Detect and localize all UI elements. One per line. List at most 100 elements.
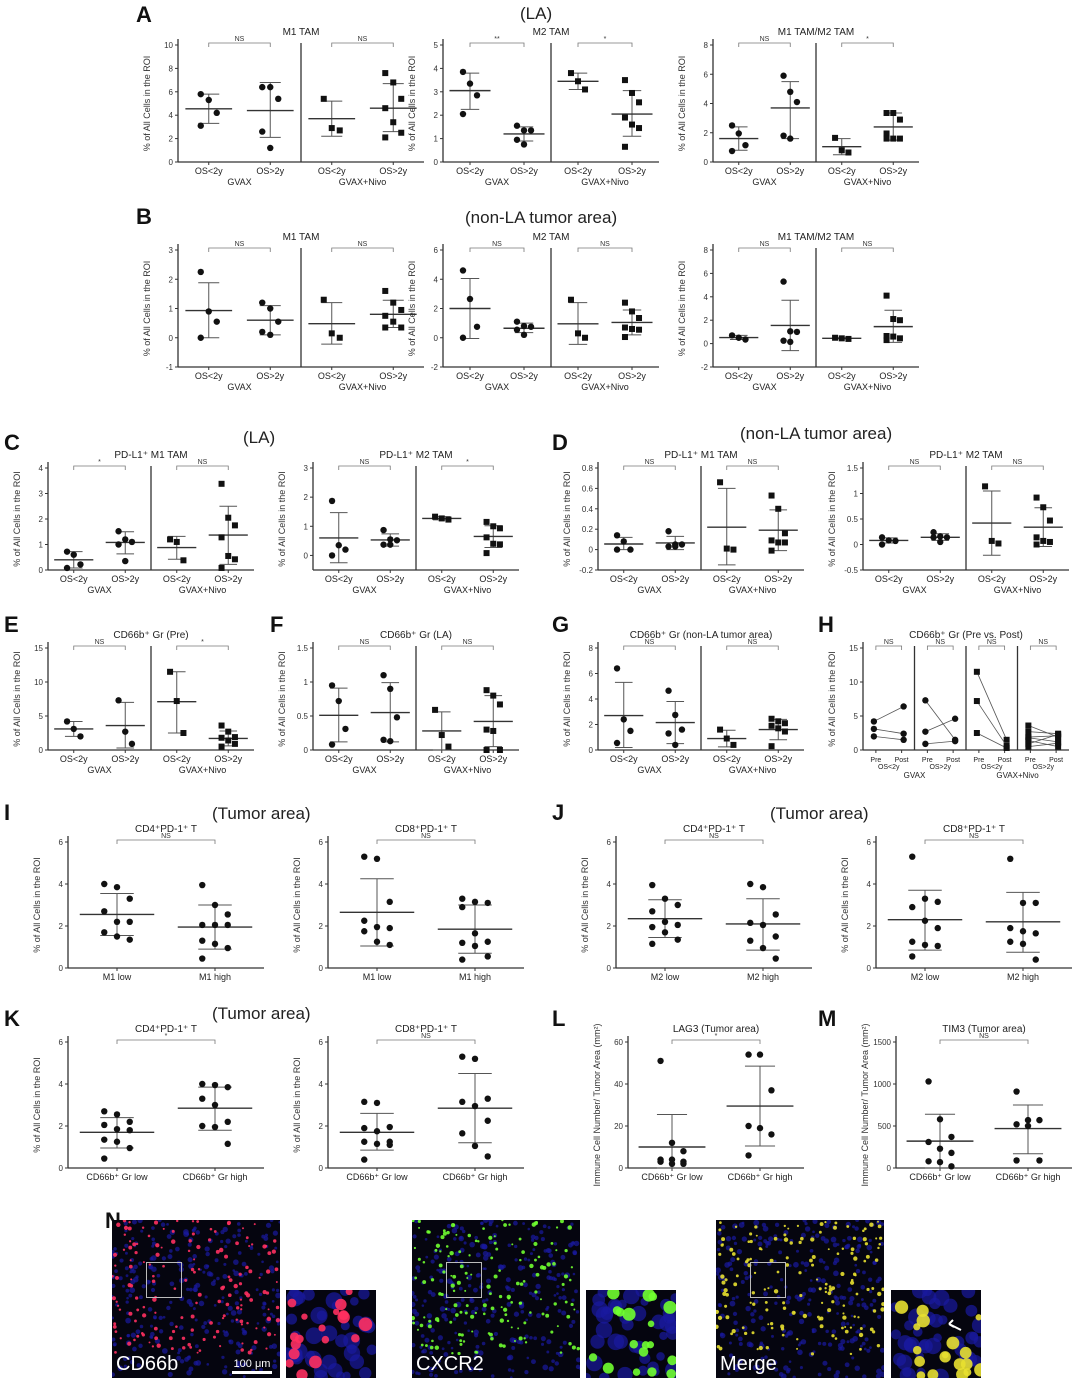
data-point-circle (380, 672, 387, 679)
significance-bracket (577, 42, 633, 47)
y-tick-label: 0 (434, 158, 439, 167)
data-point-square (768, 722, 775, 729)
panel-letter-j: J (552, 800, 565, 825)
y-tick-label: 6 (59, 838, 64, 847)
data-point-circle (361, 1124, 368, 1132)
data-point-circle (620, 716, 627, 723)
section-title: (Tumor area) (770, 804, 869, 823)
y-axis-label: % of All Cells in the ROI (677, 261, 687, 357)
data-point-circle (672, 741, 679, 749)
data-point-square (567, 70, 574, 77)
section-title: (non-LA tumor area) (465, 208, 618, 227)
significance-bracket (116, 1039, 216, 1044)
data-point-circle (613, 546, 621, 553)
data-point-circle (674, 901, 681, 909)
chart-title: CD4⁺PD-1⁺ T (135, 1024, 197, 1035)
section-title: (Tumor area) (212, 1004, 311, 1023)
data-point-circle (387, 685, 394, 692)
y-tick-label: 0 (704, 158, 709, 167)
data-point-square (575, 78, 581, 85)
y-tick-label: 0.5 (297, 712, 309, 721)
panel-letter-f: F (270, 612, 284, 637)
chart-title: CD8⁺PD-1⁺ T (395, 1024, 457, 1035)
chart-title: CD8⁺PD-1⁺ T (395, 824, 457, 835)
y-tick-label: 8 (169, 64, 174, 73)
data-point-square (382, 312, 389, 319)
x-tick-label: OS<2y (978, 574, 1006, 584)
x-tick-label: CD66b⁺ Gr high (183, 1172, 248, 1182)
data-point-square (717, 726, 724, 733)
chart-title: PD-L1⁺ M2 TAM (379, 450, 452, 461)
significance-label: * (165, 1033, 168, 1040)
data-point-circle (728, 147, 736, 155)
y-tick-label: 0.2 (582, 525, 594, 534)
data-point-square (775, 539, 782, 546)
data-point-circle (459, 939, 466, 946)
chart-l: LAG3 (Tumor area) Immune Cell Number/ Tum… (590, 1022, 810, 1197)
data-point-square (845, 149, 852, 156)
y-tick-label: 2 (704, 316, 709, 325)
y-axis-label: % of All Cells in the ROI (277, 651, 287, 747)
data-point-square (1040, 537, 1047, 544)
y-tick-label: -0.5 (844, 566, 858, 575)
x-tick-label: CD66b⁺ Gr high (443, 1172, 508, 1182)
y-tick-label: 6 (589, 670, 594, 679)
data-point-circle (787, 135, 794, 142)
data-point-square (483, 550, 490, 557)
data-point-circle (870, 718, 878, 725)
data-point-circle (471, 1055, 479, 1062)
paired-line (976, 732, 1007, 749)
data-point-circle (657, 1057, 664, 1065)
y-tick-label: 4 (59, 1080, 64, 1089)
data-point-circle (328, 682, 336, 689)
paired-line (925, 740, 956, 745)
x-tick-label: OS>2y (764, 574, 792, 584)
x-tick-label: OS<2y (318, 166, 346, 176)
data-point-circle (780, 72, 787, 79)
significance-label: * (201, 639, 204, 646)
y-axis-label: % of All Cells in the ROI (292, 1057, 302, 1153)
y-axis-label: % of All Cells in the ROI (562, 471, 572, 567)
data-point-circle (678, 541, 686, 548)
x-tick-label: OS<2y (713, 754, 741, 764)
data-point-square (723, 545, 730, 552)
y-tick-label: 4 (169, 111, 174, 120)
data-point-circle (793, 328, 801, 336)
y-tick-label: 2 (589, 721, 594, 730)
significance-label: NS (421, 1033, 431, 1040)
data-point-circle (361, 928, 368, 935)
y-tick-label: 5 (434, 41, 439, 50)
significance-label: NS (760, 36, 770, 43)
data-point-circle (759, 944, 767, 952)
data-point-square (768, 743, 775, 750)
significance-bracket (338, 645, 391, 650)
data-point-circle (393, 537, 401, 544)
data-point-square (730, 741, 737, 748)
group-label: GVAX (87, 765, 111, 775)
x-tick-label: OS>2y (618, 166, 646, 176)
significance-bracket (331, 42, 394, 47)
x-tick-label: OS<2y (564, 371, 592, 381)
micrograph-inset-cxcr2 (586, 1290, 676, 1378)
data-point-circle (466, 295, 474, 303)
chart-e: CD66b⁺ Gr (Pre) % of All Cells in the ROI… (10, 628, 260, 793)
group-label: GVAX (904, 771, 926, 780)
data-point-circle (197, 334, 204, 341)
data-point-square (438, 732, 445, 739)
data-point-circle (386, 1141, 393, 1149)
chart-c2: PD-L1⁺ M2 TAM % of All Cells in the ROI 0 1… (275, 448, 525, 613)
data-point-circle (936, 1116, 944, 1123)
chart-f: CD66b⁺ Gr (LA) % of All Cells in the ROI 0… (275, 628, 525, 793)
section-title: (non-LA tumor area) (740, 424, 893, 443)
panel-letter-g: G (552, 612, 570, 637)
significance-bracket (875, 645, 903, 650)
x-tick-label: OS>2y (379, 371, 407, 381)
group-label: GVAX+Nivo (996, 771, 1039, 780)
y-tick-label: 0 (854, 541, 859, 550)
data-point-circle (878, 534, 886, 541)
x-tick-label: OS>2y (479, 754, 507, 764)
data-point-square (382, 134, 389, 141)
data-point-circle (921, 895, 929, 902)
data-point-circle (780, 278, 787, 285)
data-point-circle (900, 703, 907, 710)
